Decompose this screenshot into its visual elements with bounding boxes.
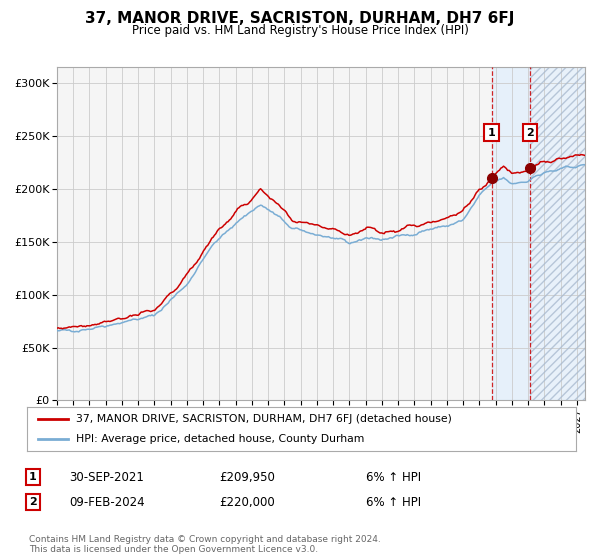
Text: 1: 1 xyxy=(488,128,496,138)
Text: 09-FEB-2024: 09-FEB-2024 xyxy=(69,496,145,509)
Text: 1: 1 xyxy=(29,472,37,482)
Text: £209,950: £209,950 xyxy=(219,470,275,484)
Text: HPI: Average price, detached house, County Durham: HPI: Average price, detached house, Coun… xyxy=(76,434,365,444)
Text: Price paid vs. HM Land Registry's House Price Index (HPI): Price paid vs. HM Land Registry's House … xyxy=(131,24,469,37)
Text: £220,000: £220,000 xyxy=(219,496,275,509)
Text: 37, MANOR DRIVE, SACRISTON, DURHAM, DH7 6FJ: 37, MANOR DRIVE, SACRISTON, DURHAM, DH7 … xyxy=(85,11,515,26)
Text: 37, MANOR DRIVE, SACRISTON, DURHAM, DH7 6FJ (detached house): 37, MANOR DRIVE, SACRISTON, DURHAM, DH7 … xyxy=(76,414,452,424)
Text: 2: 2 xyxy=(526,128,533,138)
Text: 30-SEP-2021: 30-SEP-2021 xyxy=(69,470,144,484)
Text: 6% ↑ HPI: 6% ↑ HPI xyxy=(366,496,421,509)
Text: 6% ↑ HPI: 6% ↑ HPI xyxy=(366,470,421,484)
Text: 2: 2 xyxy=(29,497,37,507)
Text: Contains HM Land Registry data © Crown copyright and database right 2024.
This d: Contains HM Land Registry data © Crown c… xyxy=(29,535,380,554)
